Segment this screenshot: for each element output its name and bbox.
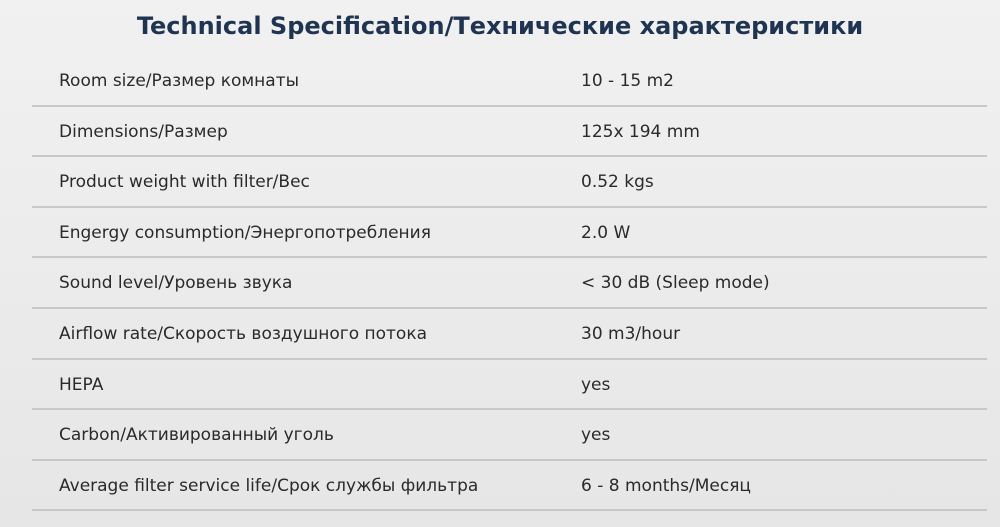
spec-row: HEPA yes — [32, 360, 987, 411]
spec-value: 30 m3/hour — [581, 323, 681, 344]
spec-label: Product weight with filter/Вес — [59, 172, 310, 193]
spec-value: 125x 194 mm — [581, 121, 700, 142]
spec-row: Dimensions/Размер 125x 194 mm — [32, 107, 987, 158]
spec-row: Average filter service life/Срок службы … — [32, 461, 987, 512]
spec-value: 6 - 8 months/Месяц — [581, 475, 752, 496]
spec-label: Average filter service life/Срок службы … — [59, 475, 479, 496]
spec-value: yes — [581, 374, 611, 395]
spec-row: Carbon/Активированный уголь yes — [32, 410, 987, 461]
spec-value: yes — [581, 425, 611, 446]
spec-label: Engergy consumption/Энергопотребления — [59, 222, 431, 243]
spec-row: Engergy consumption/Энергопотребления 2.0… — [32, 208, 987, 259]
spec-label: Dimensions/Размер — [59, 121, 228, 142]
spec-value: < 30 dB (Sleep mode) — [581, 273, 770, 294]
spec-row: Airflow rate/Скорость воздушного потока 3… — [32, 309, 987, 360]
spec-label: Airflow rate/Скорость воздушного потока — [59, 323, 428, 344]
spec-label: Room size/Размер комнаты — [59, 71, 300, 91]
spec-row: Room size/Размер комнаты 10 - 15 m2 — [32, 56, 987, 107]
spec-value: 0.52 kgs — [581, 172, 654, 193]
spec-value: 2.0 W — [581, 222, 631, 243]
spec-label: HEPA — [59, 374, 104, 395]
spec-row: Sound level/Уровень звука < 30 dB (Sleep … — [32, 258, 987, 309]
spec-table: Room size/Размер комнаты 10 - 15 m2 Dimens… — [32, 56, 987, 512]
spec-label: Sound level/Уровень звука — [59, 273, 293, 294]
spec-row: Product weight with filter/Вес 0.52 kgs — [32, 157, 987, 208]
title: Technical Specification/Технические хара… — [136, 12, 864, 40]
spec-label: Carbon/Активированный уголь — [59, 425, 334, 446]
spec-value: 10 - 15 m2 — [581, 71, 674, 91]
